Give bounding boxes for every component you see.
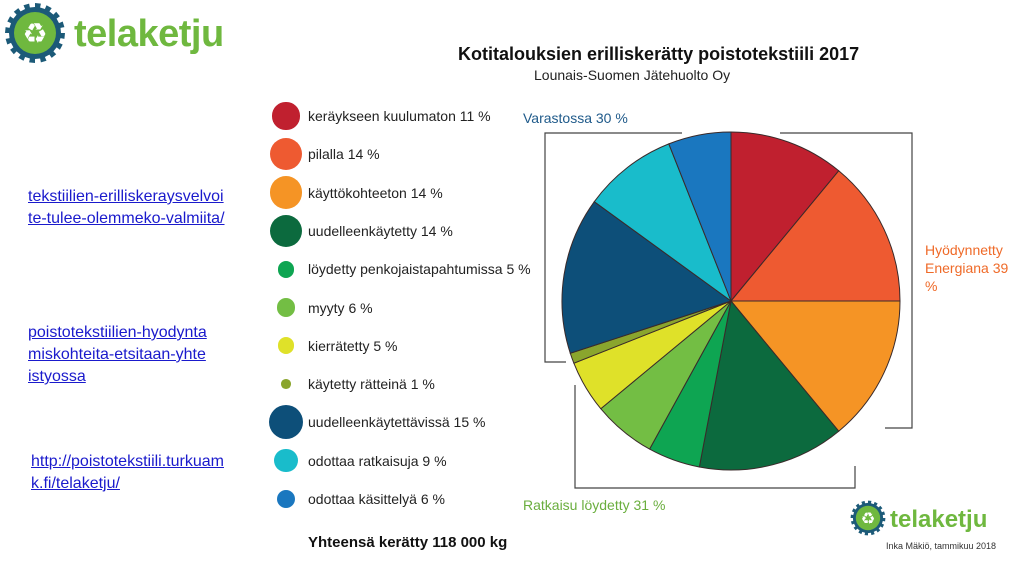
total-collected: Yhteensä kerätty 118 000 kg: [308, 534, 508, 551]
pie-slice: [698, 299, 840, 471]
legend-swatch: [277, 337, 295, 355]
pie-slice: [729, 170, 901, 302]
logo-word-part2: ketju: [137, 13, 224, 55]
gear-center: [14, 12, 56, 54]
legend-item: löydetty penkojaistapahtumissa 5 %: [268, 252, 531, 286]
legend-item: odottaa ratkaisuja 9 %: [268, 444, 447, 478]
legend-swatch: [269, 405, 303, 440]
legend-item: keräykseen kuulumaton 11 %: [268, 99, 491, 133]
legend-swatch: [276, 489, 296, 509]
chart-subtitle: Lounais-Suomen Jätehuolto Oy: [534, 67, 731, 83]
legend-item: uudelleenkäytetty 14 %: [268, 214, 453, 248]
legend-item: myyty 6 %: [268, 291, 373, 325]
legend-label: käyttökohteeton 14 %: [308, 184, 443, 201]
pie-slice: [593, 143, 733, 303]
legend-swatch: [272, 102, 300, 130]
pie-slice: [561, 200, 733, 354]
group-bracket-solution-found: [574, 385, 856, 489]
legend-label: odottaa käsittelyä 6 %: [308, 491, 445, 507]
legend-item: uudelleenkäytettävissä 15 %: [268, 405, 486, 440]
legend-label: uudelleenkäytetty 14 %: [308, 222, 453, 239]
legend-label: myyty 6 %: [308, 299, 373, 316]
legend-label: odottaa ratkaisuja 9 %: [308, 452, 447, 469]
logo-wordmark: telaketju: [74, 12, 224, 56]
group-label-solution-found: Ratkaisu löydetty 31 %: [523, 497, 666, 513]
legend-label: kierrätetty 5 %: [308, 337, 398, 354]
legend-label: uudelleenkäytettävissä 15 %: [308, 414, 486, 431]
logo-small-part1: tela: [890, 506, 932, 533]
link-textile-utilization[interactable]: poistotekstiilien-hyodyntamiskohteita-et…: [28, 324, 207, 385]
gear-center: [855, 505, 881, 531]
pie-slice: [729, 300, 901, 432]
legend-swatch: [281, 379, 291, 389]
group-bracket-energy: [780, 132, 913, 429]
legend-label: pilalla 14 %: [308, 146, 380, 163]
author-credit: Inka Mäkiö, tammikuu 2018: [886, 541, 997, 551]
logo-wordmark-small: telaketju: [890, 506, 987, 534]
legend-item: kierrätetty 5 %: [268, 329, 397, 363]
legend-item: käytetty rätteinä 1 %: [268, 367, 435, 401]
link-textile-obligation[interactable]: tekstiilien-erilliskeraysvelvoite-tulee-…: [28, 188, 225, 227]
legend-swatch: [274, 448, 298, 473]
legend-swatch: [269, 176, 303, 209]
legend-swatch: [269, 214, 303, 248]
legend-swatch: [269, 138, 303, 171]
group-label-energy: Hyödynnetty Energiana 39 %: [925, 242, 1009, 294]
link-telaketju-site[interactable]: http://poistotekstiili.turkuamk.fi/telak…: [31, 453, 224, 492]
legend-swatch: [277, 260, 295, 278]
pie-slice: [730, 131, 840, 303]
legend-item: odottaa käsittelyä 6 %: [268, 482, 445, 516]
logo-small-part2: ketju: [931, 506, 988, 533]
recycle-icon: ♻: [861, 509, 876, 528]
legend-swatch: [276, 298, 296, 317]
group-bracket-stored: [544, 132, 682, 363]
recycle-icon: ♻: [22, 17, 47, 50]
pie-slice: [668, 131, 732, 302]
legend-label: löydetty penkojaistapahtumissa 5 %: [308, 261, 531, 278]
telaketju-logo-icon: ♻: [5, 3, 65, 63]
chart-title: Kotitalouksien erilliskerätty poistoteks…: [458, 44, 860, 64]
telaketju-logo-small-icon: ♻: [850, 500, 886, 536]
group-label-stored: Varastossa 30 %: [523, 110, 628, 126]
legend-item: käyttökohteeton 14 %: [268, 176, 443, 210]
legend-label: käytetty rätteinä 1 %: [308, 376, 435, 393]
legend-item: pilalla 14 %: [268, 137, 380, 171]
logo-word-part1: tela: [74, 13, 138, 55]
legend-label: keräykseen kuulumaton 11 %: [308, 108, 491, 124]
